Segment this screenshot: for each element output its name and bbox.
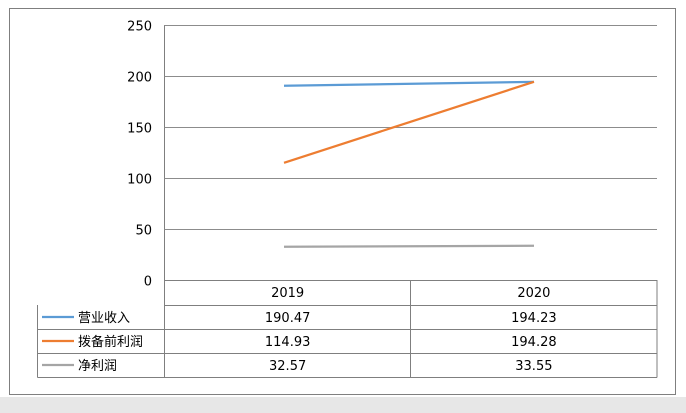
y-tick-label: 250 bbox=[127, 20, 152, 35]
data-table: 2019 2020 营业收入 190.47 194.23 拨备前利润 114.93 194.… bbox=[37, 280, 658, 378]
chart-border bbox=[9, 8, 676, 395]
y-tick-label: 0 bbox=[144, 275, 152, 290]
y-tick-label: 200 bbox=[127, 71, 152, 86]
page-bottom-band bbox=[0, 397, 686, 413]
table-headers: 2019 2020 bbox=[271, 286, 550, 301]
table-rows: 营业收入 190.47 194.23 拨备前利润 114.93 194.28 净利润 32.5… bbox=[42, 311, 557, 374]
table-cell-value: 33.55 bbox=[515, 359, 552, 374]
table-cell-value: 194.28 bbox=[511, 335, 557, 350]
table-cell-value: 190.47 bbox=[265, 311, 311, 326]
plot-area: 0 50 100 150 200 250 bbox=[127, 20, 657, 290]
legend-label: 营业收入 bbox=[78, 311, 130, 326]
x-category-label: 2020 bbox=[517, 286, 550, 301]
table-grid bbox=[37, 280, 658, 378]
y-tick-label: 150 bbox=[127, 122, 152, 137]
y-tick-label: 50 bbox=[135, 224, 152, 239]
y-tick-labels: 0 50 100 150 200 250 bbox=[127, 20, 152, 290]
y-tick-label: 100 bbox=[127, 173, 152, 188]
table-cell-value: 114.93 bbox=[265, 335, 311, 350]
legend-label: 拨备前利润 bbox=[78, 334, 143, 350]
series-line-3 bbox=[283, 244, 535, 248]
legend-label: 净利润 bbox=[78, 359, 117, 374]
series-line-1 bbox=[283, 80, 535, 87]
table-cell-value: 32.57 bbox=[269, 359, 306, 374]
table-cell-value: 194.23 bbox=[511, 311, 557, 326]
series-line-2 bbox=[283, 80, 535, 164]
x-category-label: 2019 bbox=[271, 286, 304, 301]
series-lines bbox=[283, 80, 535, 248]
gridlines bbox=[164, 25, 657, 281]
